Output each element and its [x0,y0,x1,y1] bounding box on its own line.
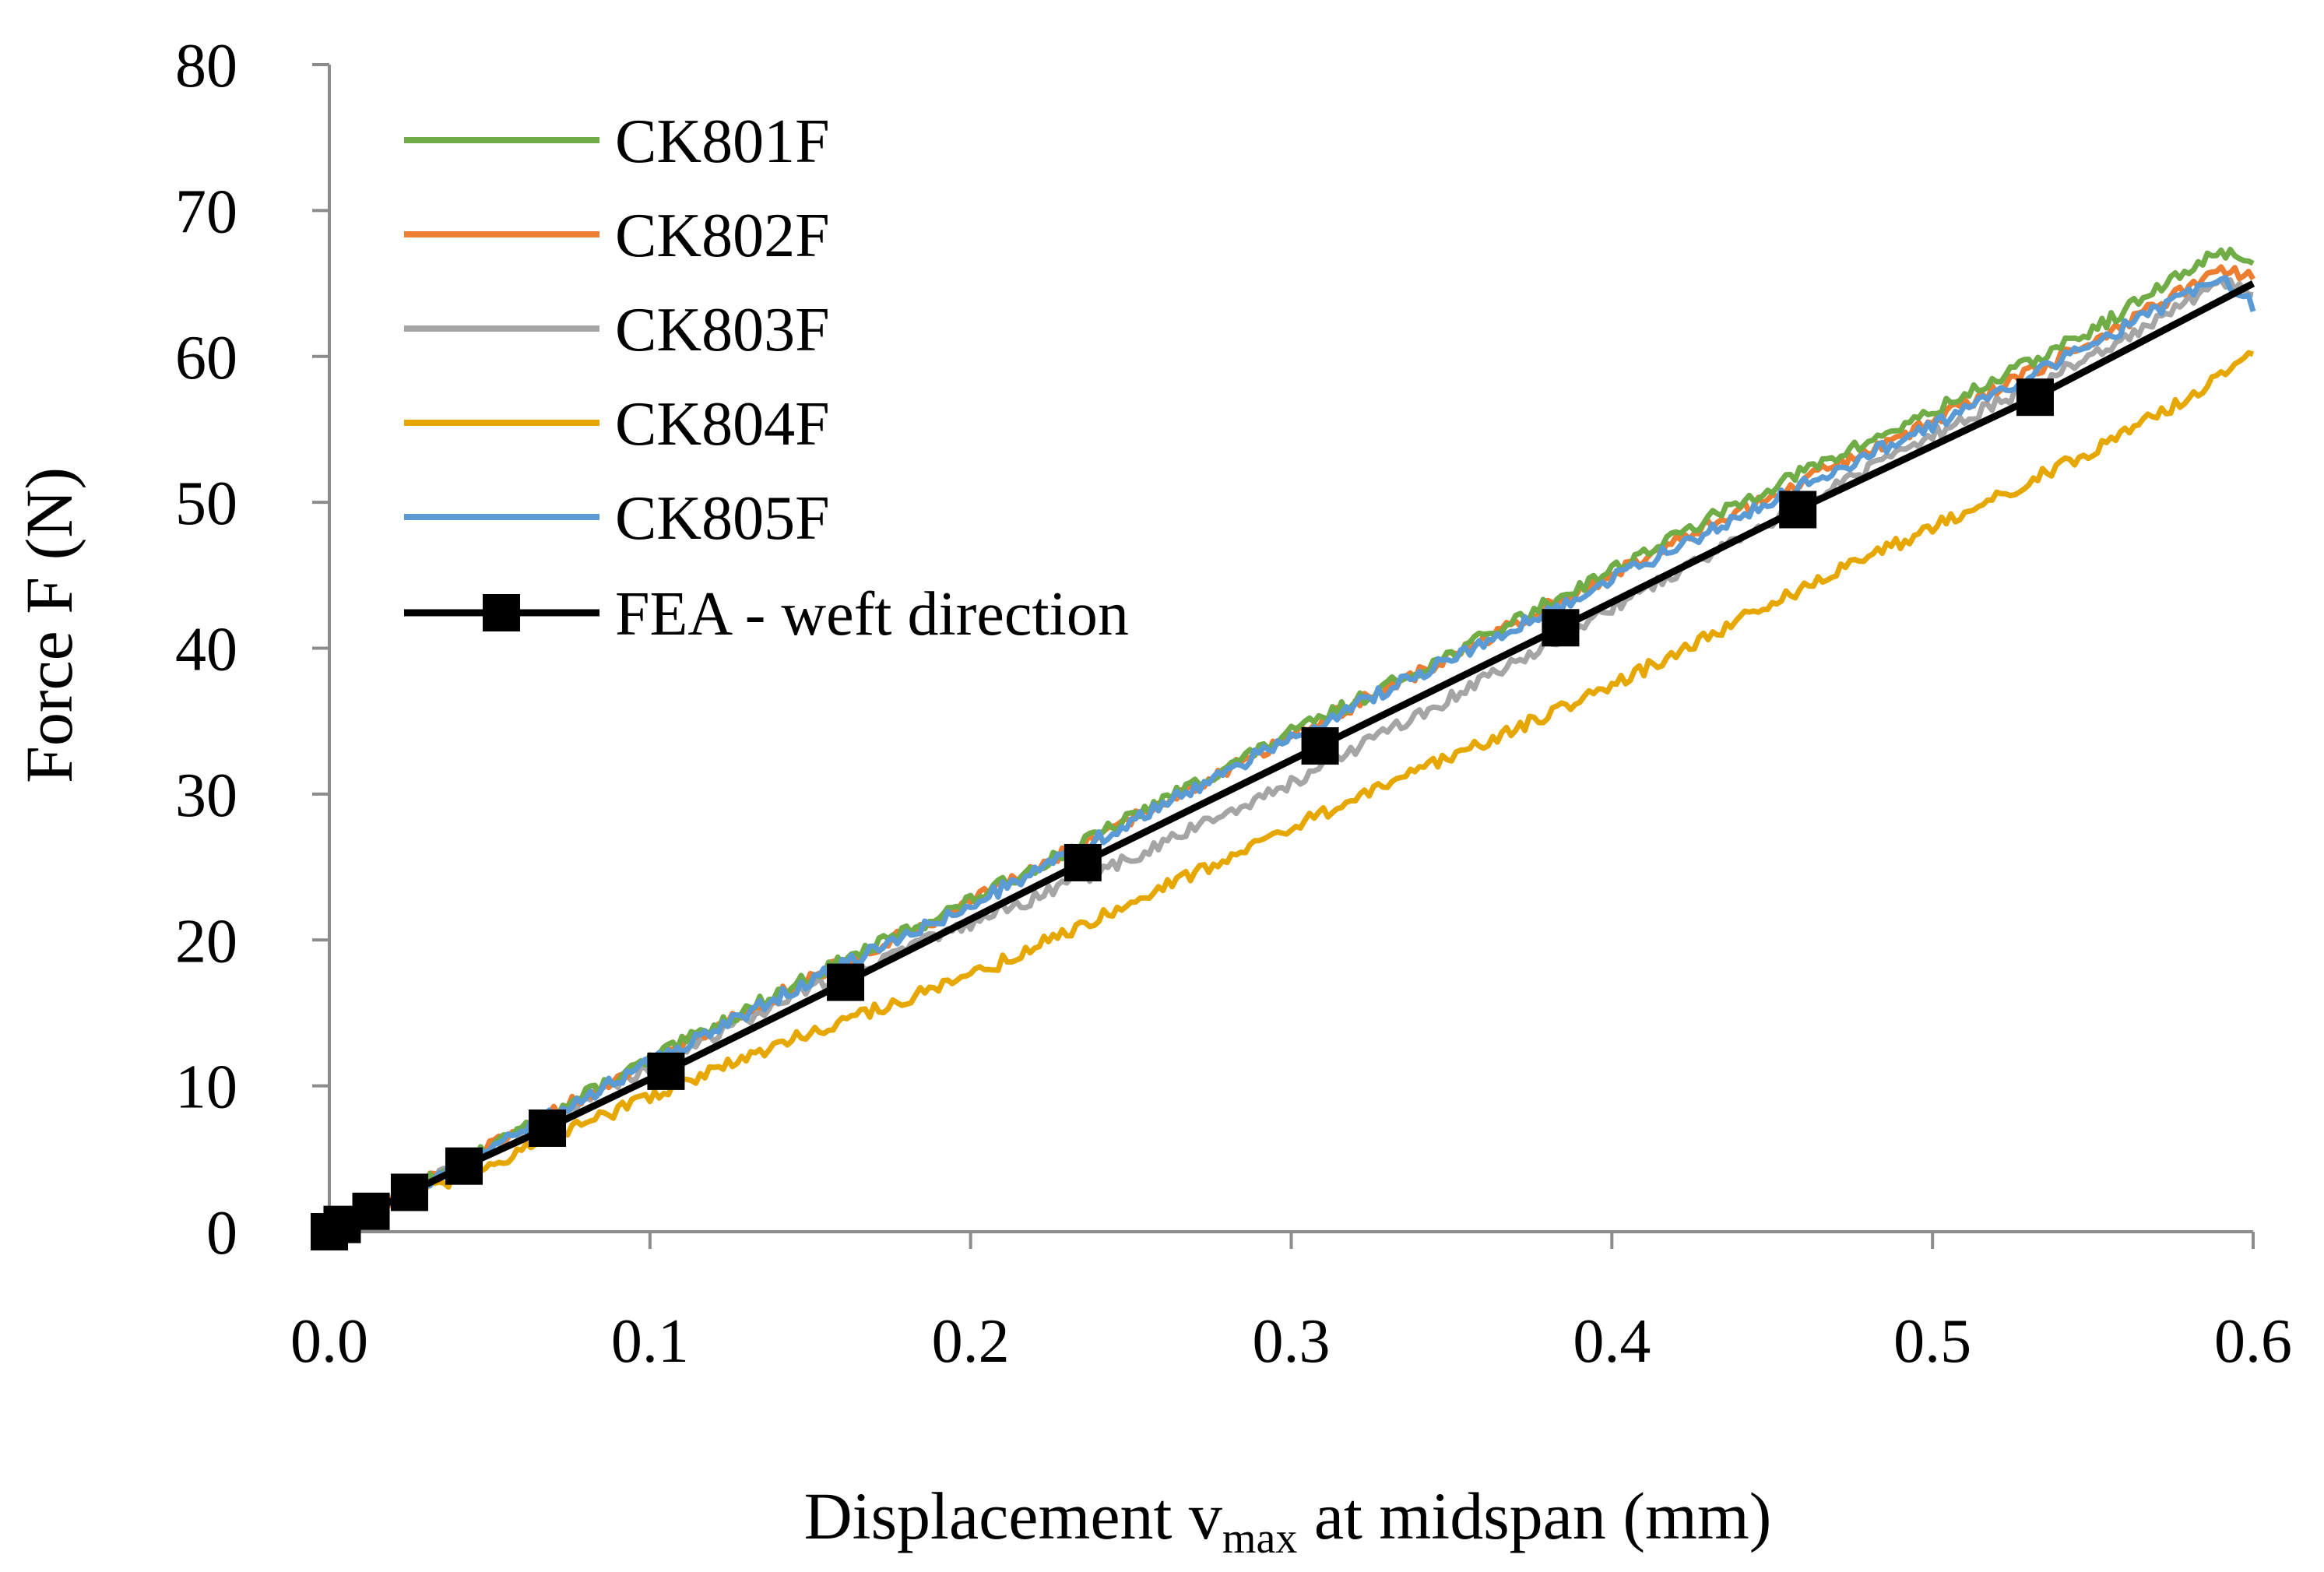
y-tick-label: 30 [175,761,237,830]
legend-item: CK805F [404,484,830,553]
y-tick-label: 60 [175,324,237,392]
legend-item: CK802F [404,202,830,270]
fea-marker [1542,609,1580,647]
fea-marker [1064,843,1102,881]
fea-marker [445,1147,483,1185]
fea-marker [390,1173,428,1212]
fea-marker [1301,727,1339,765]
x-tick-label: 0.1 [611,1307,689,1376]
y-tick-label: 40 [175,616,237,684]
fea-marker [2016,378,2054,417]
fea-marker [529,1109,567,1147]
legend-label: FEA - weft direction [615,580,1129,649]
legend-item: FEA - weft direction [404,580,1129,649]
x-axis-title-subscript: max [1222,1514,1297,1563]
legend-label: CK804F [615,390,830,459]
x-tick-label: 0.2 [932,1307,1010,1376]
x-tick-label: 0.4 [1573,1307,1651,1376]
x-tick-label: 0.0 [290,1307,368,1376]
y-tick-label: 80 [175,32,237,100]
series-group [311,246,2256,1250]
y-tick-label: 20 [175,907,237,976]
y-tick-label: 0 [206,1199,237,1268]
x-tick-label: 0.3 [1253,1307,1331,1376]
fea-marker [352,1192,390,1230]
y-ticks: 0 10 20 30 40 50 60 70 80 [175,32,329,1268]
x-tick-label: 0.6 [2214,1307,2292,1376]
legend-marker [483,594,520,631]
x-ticks: 0.0 0.1 0.2 0.3 0.4 0.5 0.6 [290,1232,2292,1376]
legend-item: CK804F [404,390,830,459]
axes: 0.0 0.1 0.2 0.3 0.4 0.5 0.6 0 10 20 30 40 50 60 70 80 [175,32,2292,1376]
fea-marker [647,1052,685,1090]
legend: CK801F CK802F CK803F CK804F CK805F FEA - weft… [404,107,1129,649]
fea-marker [827,963,865,1001]
y-tick-label: 10 [175,1053,237,1122]
series-ck804f [329,350,2255,1235]
x-tick-label: 0.5 [1893,1307,1971,1376]
legend-item: CK801F [404,107,830,176]
legend-label: CK803F [615,296,830,364]
legend-label: CK801F [615,107,830,176]
fea-marker [1779,491,1817,529]
x-axis-title-suffix: at midspan (mm) [1297,1479,1771,1553]
legend-label: CK805F [615,484,830,553]
legend-label: CK802F [615,202,830,270]
y-tick-label: 70 [175,178,237,246]
y-axis-title: Force F (N) [12,467,86,783]
x-axis-title-prefix: Displacement v [804,1479,1222,1553]
x-axis-title: Displacement vmax at midspan (mm) [804,1479,1772,1563]
series-line [329,350,2255,1235]
legend-item: CK803F [404,296,830,364]
y-tick-label: 50 [175,469,237,538]
series-fea-weft-direction [311,280,2255,1250]
